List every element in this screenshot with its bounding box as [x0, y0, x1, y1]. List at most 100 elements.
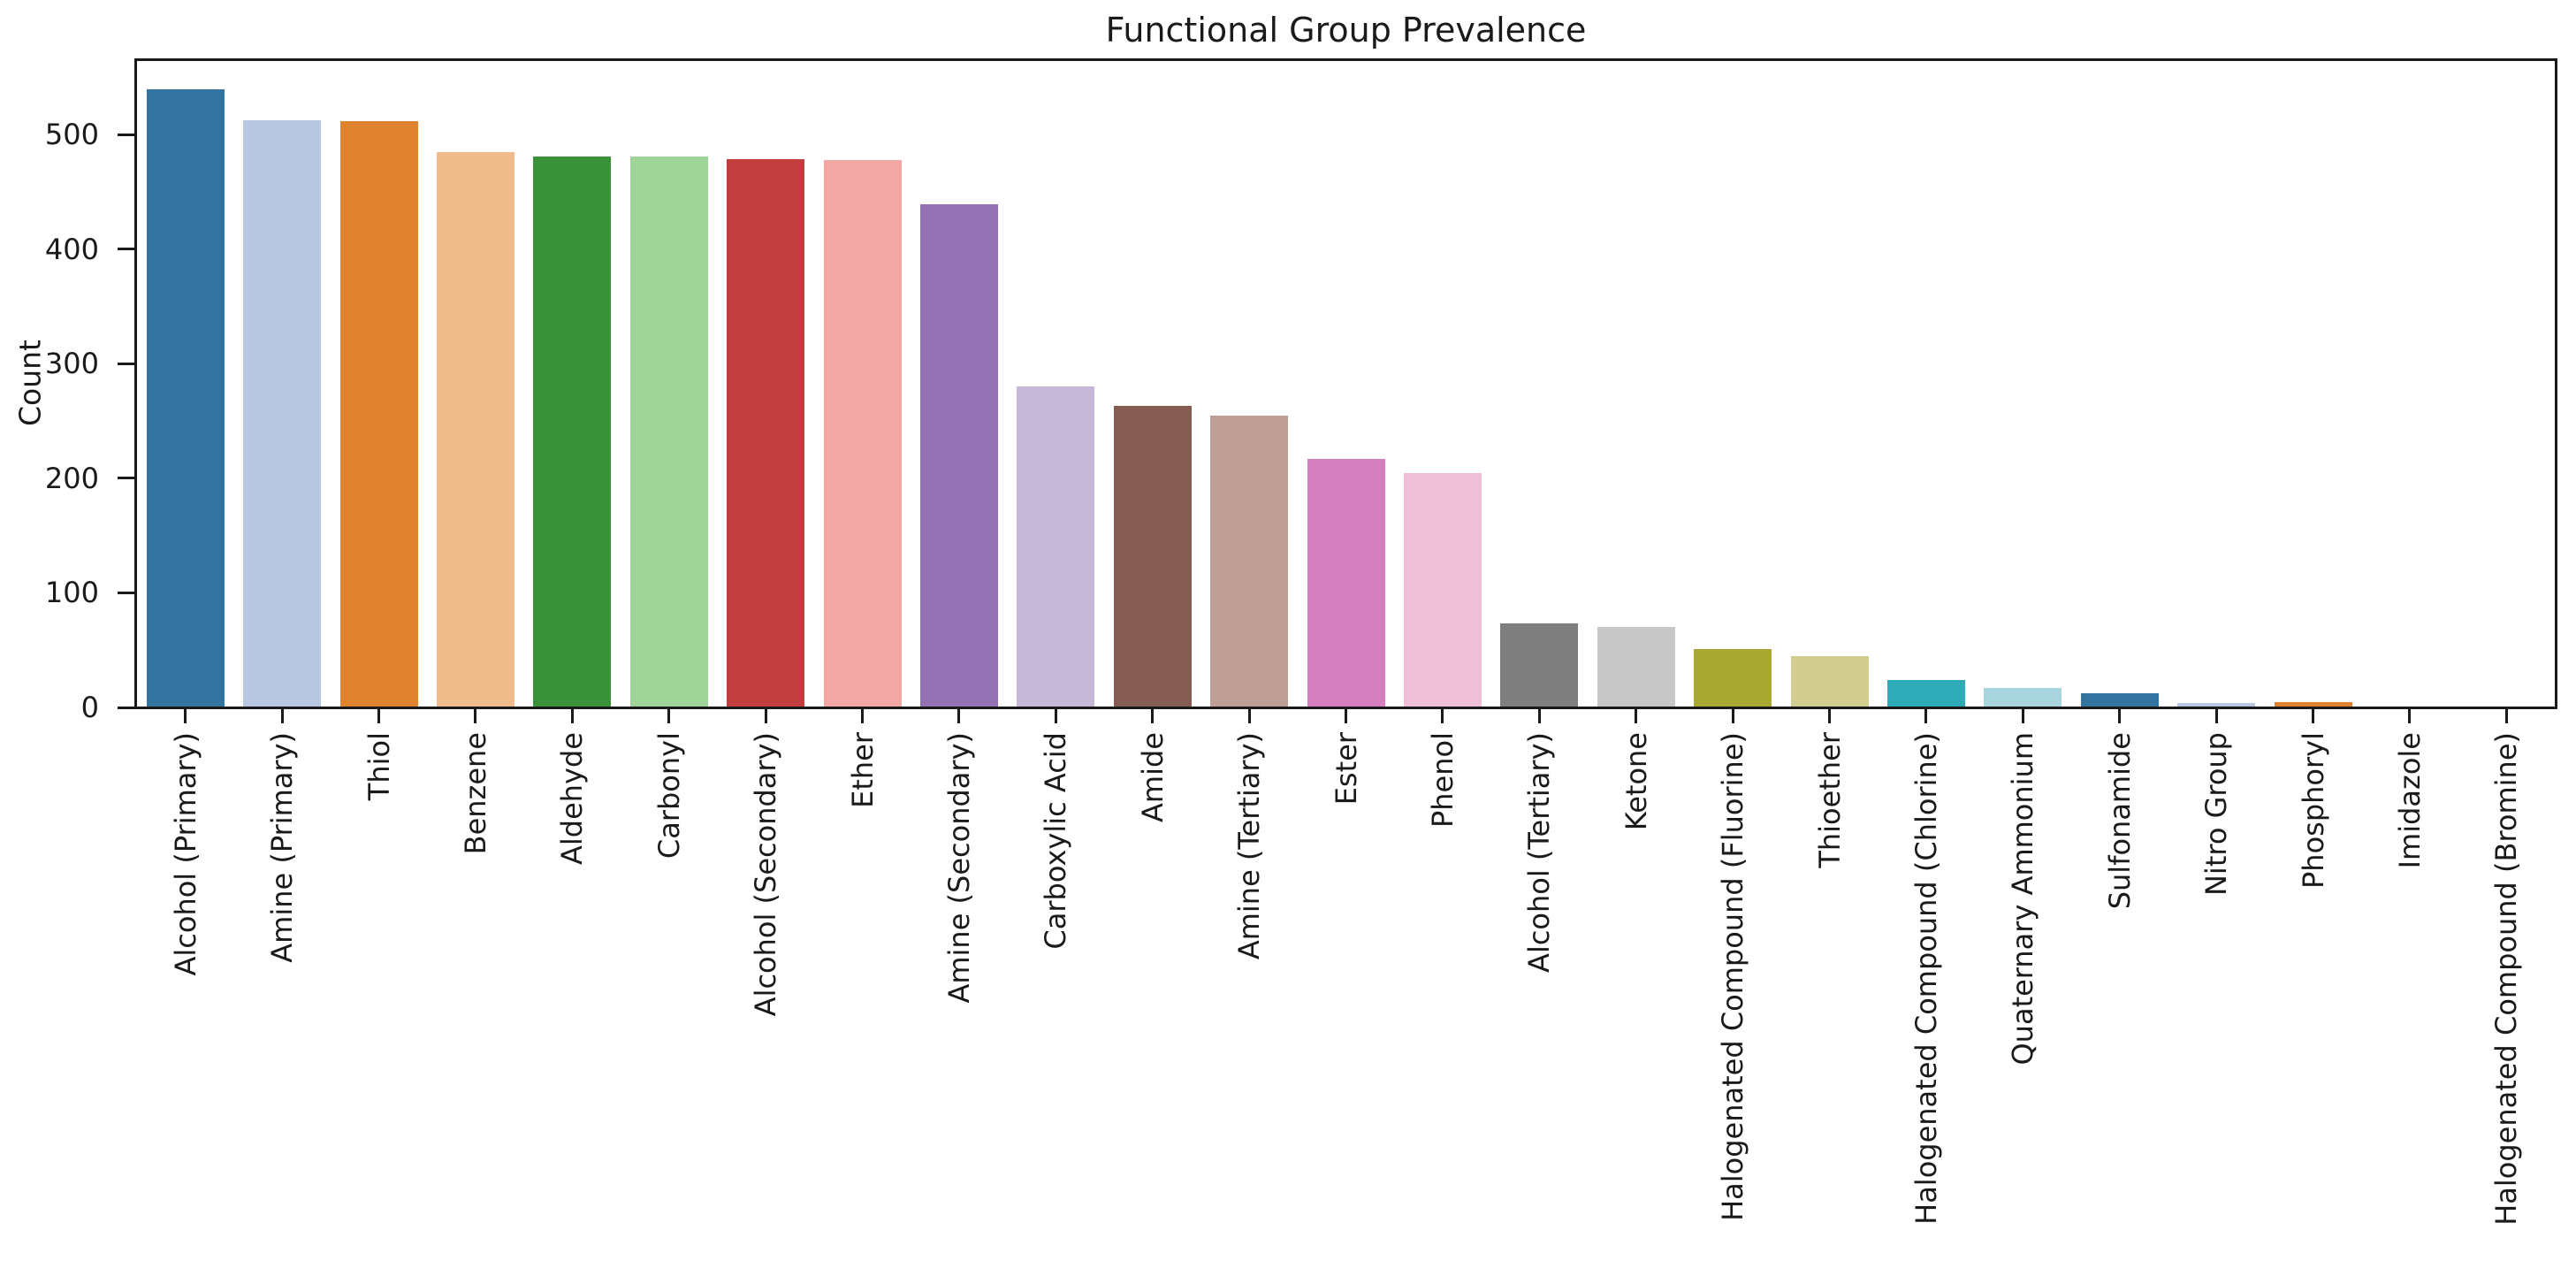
y-tick-label: 0: [80, 691, 99, 724]
y-tick-label: 200: [44, 461, 99, 495]
x-tick-label: Halogenated Compound (Fluorine): [1704, 732, 1761, 1221]
y-tick-label: 300: [44, 347, 99, 381]
x-tick-mark: [1635, 709, 1638, 723]
x-tick-mark: [1924, 709, 1928, 723]
x-tick-mark: [2118, 709, 2122, 723]
y-tick-label: 400: [44, 232, 99, 266]
y-tick-mark: [118, 248, 135, 251]
x-tick-label-text: Thioether: [1812, 732, 1847, 868]
x-tick-label: Nitro Group: [2188, 732, 2244, 896]
x-tick-mark: [1441, 709, 1444, 723]
x-tick-label: Amine (Primary): [254, 732, 310, 963]
y-tick-mark: [118, 133, 135, 136]
x-tick-label: Sulfonamide: [2092, 732, 2148, 909]
x-tick-label-text: Carboxylic Acid: [1039, 732, 1073, 950]
chart-title: Functional Group Prevalence: [1105, 11, 1587, 50]
x-tick-label-text: Alcohol (Secondary): [749, 732, 783, 1017]
x-tick-mark: [184, 709, 187, 723]
x-tick-label-text: Halogenated Compound (Chlorine): [1909, 732, 1943, 1225]
x-tick-label-text: Amine (Tertiary): [1232, 732, 1267, 960]
x-tick-mark: [1537, 709, 1541, 723]
x-tick-mark: [2214, 709, 2218, 723]
x-tick-label: Amine (Tertiary): [1221, 732, 1277, 959]
bar: [2274, 701, 2352, 707]
x-tick-label: Benzene: [447, 732, 504, 854]
x-tick-label: Amine (Secondary): [931, 732, 987, 1004]
x-tick-label: Aldehyde: [544, 732, 600, 865]
x-tick-mark: [861, 709, 864, 723]
x-tick-mark: [1828, 709, 1831, 723]
x-tick-label-text: Ether: [845, 732, 880, 808]
x-tick-label: Halogenated Compound (Bromine): [2478, 732, 2534, 1226]
x-tick-label-text: Ester: [1329, 732, 1363, 806]
x-tick-label: Phenol: [1414, 732, 1471, 828]
x-tick-label-text: Amine (Primary): [265, 732, 300, 963]
x-tick-label-text: Phenol: [1425, 732, 1459, 829]
x-tick-mark: [957, 709, 961, 723]
bar: [146, 88, 225, 707]
x-tick-label-text: Alcohol (Tertiary): [1522, 732, 1557, 973]
plot-spine-top: [134, 58, 2557, 61]
x-tick-mark: [2408, 709, 2412, 723]
bar: [1984, 687, 2062, 707]
x-tick-mark: [1247, 709, 1251, 723]
x-tick-mark: [280, 709, 284, 723]
x-tick-label: Ketone: [1608, 732, 1665, 830]
bar: [1694, 648, 1772, 707]
x-tick-mark: [2021, 709, 2024, 723]
x-tick-label-text: Alcohol (Primary): [168, 732, 202, 976]
x-tick-label: Phosphoryl: [2285, 732, 2342, 889]
bar: [2080, 693, 2159, 707]
y-tick-mark: [118, 706, 135, 709]
x-tick-mark: [2504, 709, 2508, 723]
bar: [1307, 458, 1385, 707]
x-tick-label: Quaternary Ammonium: [1994, 732, 2051, 1066]
y-tick-label: 100: [44, 576, 99, 610]
x-tick-label-text: Amine (Secondary): [941, 732, 976, 1004]
x-tick-mark: [1151, 709, 1155, 723]
x-tick-mark: [1054, 709, 1057, 723]
x-tick-mark: [2312, 709, 2314, 723]
bar: [1886, 679, 1965, 707]
x-tick-label-text: Halogenated Compound (Bromine): [2489, 732, 2524, 1226]
bar: [2177, 702, 2256, 707]
x-tick-mark: [1345, 709, 1347, 723]
x-tick-label: Alcohol (Primary): [157, 732, 214, 976]
x-tick-label-text: Benzene: [458, 732, 492, 855]
x-tick-label: Carbonyl: [641, 732, 697, 859]
x-tick-mark: [570, 709, 574, 723]
bar: [1790, 655, 1869, 707]
x-tick-label-text: Amide: [1135, 732, 1170, 822]
x-tick-label-text: Carbonyl: [652, 732, 686, 860]
x-tick-label-text: Halogenated Compound (Fluorine): [1716, 732, 1750, 1221]
bar: [1210, 415, 1289, 707]
bar: [629, 157, 708, 707]
bar: [1017, 386, 1095, 707]
x-tick-label: Ether: [835, 732, 891, 808]
y-tick-mark: [118, 591, 135, 594]
y-tick-mark: [118, 362, 135, 365]
x-tick-label-text: Thiol: [362, 732, 396, 801]
x-tick-label-text: Quaternary Ammonium: [2006, 732, 2040, 1066]
bar: [1500, 623, 1579, 707]
x-tick-label-text: Nitro Group: [2199, 732, 2234, 896]
bar: [533, 157, 612, 707]
bar: [339, 120, 418, 707]
x-tick-mark: [377, 709, 380, 723]
x-tick-label: Thiol: [351, 732, 408, 800]
x-tick-label: Thioether: [1802, 732, 1858, 868]
x-tick-mark: [667, 709, 671, 723]
y-tick-label: 500: [44, 118, 99, 152]
x-tick-label: Amide: [1124, 732, 1181, 822]
x-tick-label: Ester: [1318, 732, 1375, 805]
bar: [1597, 627, 1675, 707]
bar: [243, 119, 322, 707]
x-tick-mark: [764, 709, 767, 723]
plot-spine-right: [2555, 58, 2557, 709]
x-tick-label-text: Ketone: [1619, 732, 1653, 831]
x-tick-label: Halogenated Compound (Chlorine): [1898, 732, 1955, 1225]
x-tick-label-text: Sulfonamide: [2102, 732, 2137, 910]
plot-spine-left: [134, 58, 137, 709]
x-tick-label: Carboxylic Acid: [1027, 732, 1084, 950]
